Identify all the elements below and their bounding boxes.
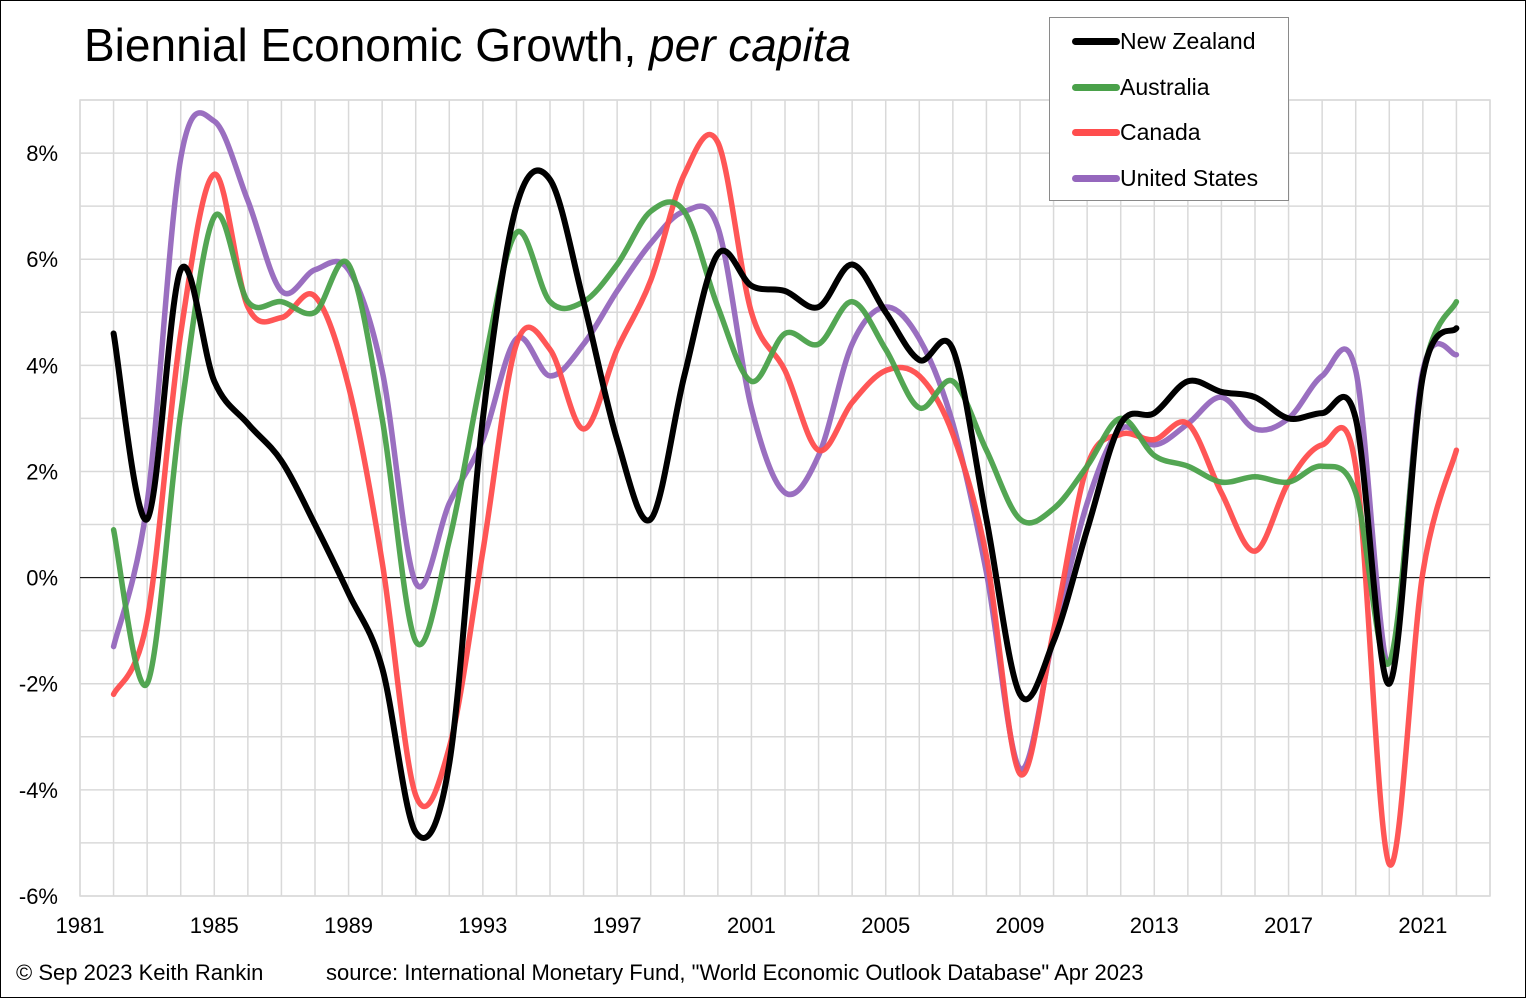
plot-area-border: [79, 99, 1491, 897]
x-tick-label: 1985: [190, 913, 239, 938]
legend-swatch-canada: [1072, 128, 1120, 136]
x-tick-label: 2017: [1264, 913, 1313, 938]
legend-item-australia: Australia: [1072, 72, 1209, 102]
y-tick-label: -6%: [19, 884, 58, 909]
x-tick-label: 1997: [593, 913, 642, 938]
legend-label: Australia: [1120, 73, 1210, 100]
x-tick-label: 2001: [727, 913, 776, 938]
legend-item-canada: Canada: [1072, 117, 1201, 147]
legend-swatch-new-zealand: [1072, 37, 1120, 45]
y-tick-label: -2%: [19, 672, 58, 697]
x-tick-label: 2009: [996, 913, 1045, 938]
legend-item-new-zealand: New Zealand: [1072, 26, 1256, 56]
series-line-australia: [110, 199, 1460, 689]
legend-label: New Zealand: [1120, 27, 1256, 54]
x-tick-label: 2013: [1130, 913, 1179, 938]
x-tick-label: 1981: [56, 913, 105, 938]
legend-label: Canada: [1120, 118, 1201, 145]
copyright-note: © Sep 2023 Keith Rankin: [16, 960, 264, 985]
y-tick-label: -4%: [19, 778, 58, 803]
chart-title-main: Biennial Economic Growth,: [84, 19, 637, 71]
series-line-canada: [110, 132, 1460, 868]
series-line-united-states: [110, 110, 1460, 772]
y-tick-label: 2%: [26, 459, 58, 484]
x-tick-label: 1989: [324, 913, 373, 938]
x-tick-label: 2005: [861, 913, 910, 938]
legend-swatch-australia: [1072, 83, 1120, 91]
chart-title: Biennial Economic Growth, per capita: [84, 18, 851, 72]
y-tick-label: 4%: [26, 353, 58, 378]
y-tick-label: 6%: [26, 247, 58, 272]
source-note: source: International Monetary Fund, "Wo…: [326, 960, 1144, 985]
x-tick-label: 1993: [458, 913, 507, 938]
x-tick-label: 2021: [1398, 913, 1447, 938]
chart-legend: New Zealand Australia Canada United Stat…: [1049, 17, 1289, 201]
chart-title-sub: per capita: [649, 19, 852, 71]
y-tick-label: 8%: [26, 141, 58, 166]
series-line-new-zealand: [110, 167, 1460, 841]
legend-swatch-united-states: [1072, 174, 1120, 182]
legend-item-united-states: United States: [1072, 163, 1258, 193]
y-tick-label: 0%: [26, 566, 58, 591]
legend-label: United States: [1120, 164, 1259, 191]
